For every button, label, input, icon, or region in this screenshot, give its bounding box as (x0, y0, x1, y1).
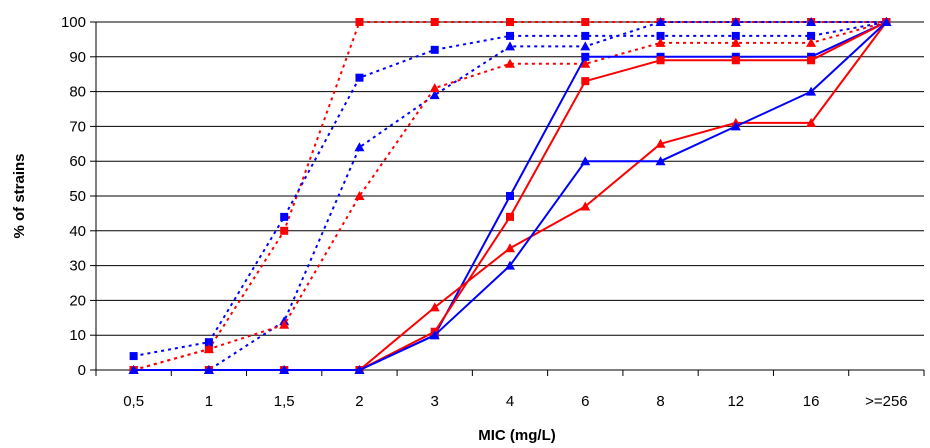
data-point-triangle (655, 37, 666, 47)
x-tick-label: 3 (431, 393, 439, 410)
y-tick-label: 20 (69, 292, 86, 309)
data-point-square (731, 56, 740, 65)
series-8 (128, 17, 892, 374)
data-point-triangle (505, 260, 515, 270)
data-point-triangle (655, 156, 666, 166)
data-point-square (355, 73, 364, 82)
axes (90, 21, 925, 376)
data-point-square (581, 77, 590, 86)
x-tick-label: 16 (803, 393, 820, 410)
data-point-triangle (354, 142, 365, 152)
data-point-triangle (505, 41, 515, 51)
data-point-triangle (429, 302, 440, 312)
x-tick-label: >=256 (865, 393, 908, 410)
data-point-triangle (730, 37, 741, 47)
data-point-square (731, 31, 740, 40)
series-2 (129, 18, 891, 361)
data-point-triangle (881, 17, 892, 26)
series-line (133, 21, 887, 371)
y-tick-labels: 0 10 20 30 40 50 60 70 80 90 100 (61, 14, 86, 379)
data-point-triangle (806, 17, 817, 26)
y-tick-label: 80 (69, 84, 86, 101)
data-point-triangle (730, 121, 741, 131)
data-point-square (430, 18, 439, 26)
x-tick-label: 2 (355, 393, 363, 410)
y-tick-label: 0 (78, 362, 86, 379)
data-point-square (581, 52, 590, 61)
data-point-square (506, 31, 514, 40)
data-point-square (656, 31, 665, 40)
data-point-square (581, 31, 590, 40)
data-point-square (204, 338, 213, 347)
data-point-triangle (203, 365, 214, 374)
series-line (133, 21, 887, 371)
y-tick-label: 60 (69, 153, 86, 170)
data-point-triangle (806, 117, 817, 127)
data-point-square (506, 212, 514, 221)
data-point-square (807, 31, 816, 40)
data-point-triangle (580, 156, 591, 166)
data-point-triangle (279, 365, 290, 374)
y-tick-label: 10 (69, 327, 86, 344)
data-point-triangle (354, 191, 365, 200)
y-tick-label: 100 (61, 14, 86, 31)
data-point-triangle (279, 319, 290, 329)
y-tick-label: 40 (69, 223, 86, 240)
series-line (133, 21, 887, 358)
data-point-square (656, 56, 665, 65)
data-point-square (355, 18, 364, 26)
data-point-square (506, 18, 514, 26)
series-group (128, 17, 892, 374)
data-point-square (430, 45, 439, 54)
x-tick-labels: 0,5 1 1,5 2 3 4 6 8 12 16 >=256 (123, 393, 907, 410)
y-tick-label: 90 (69, 49, 86, 66)
data-point-square (280, 226, 289, 235)
data-point-triangle (655, 138, 666, 148)
x-tick-label: 1,5 (274, 393, 295, 410)
y-tick-label: 50 (69, 188, 86, 205)
data-point-square (280, 212, 289, 221)
gridlines (96, 21, 924, 336)
data-point-triangle (730, 17, 741, 26)
data-point-triangle (806, 37, 817, 47)
data-point-triangle (429, 83, 440, 93)
data-point-square (129, 352, 138, 361)
data-point-square (807, 56, 816, 65)
data-point-triangle (806, 86, 817, 96)
data-point-triangle (429, 90, 440, 100)
x-tick-label: 0,5 (123, 393, 144, 410)
y-tick-label: 30 (69, 258, 86, 275)
data-point-triangle (580, 41, 591, 51)
data-point-triangle (128, 365, 139, 374)
x-tick-label: 12 (727, 393, 744, 410)
x-tick-label: 6 (581, 393, 589, 410)
x-axis-title: MIC (mg/L) (478, 427, 555, 444)
data-point-triangle (505, 58, 515, 68)
y-tick-label: 70 (69, 118, 86, 135)
x-tick-label: 8 (656, 393, 664, 410)
data-point-square (581, 18, 590, 26)
data-point-triangle (505, 243, 515, 253)
y-axis-title: % of strains (11, 153, 28, 238)
data-point-triangle (580, 201, 591, 211)
data-point-triangle (429, 330, 440, 340)
data-point-square (506, 192, 514, 200)
data-point-triangle (655, 17, 666, 26)
data-point-triangle (203, 344, 214, 354)
data-point-triangle (580, 58, 591, 68)
x-tick-label: 4 (506, 393, 514, 410)
data-point-triangle (354, 365, 365, 374)
x-tick-label: 1 (205, 393, 213, 410)
